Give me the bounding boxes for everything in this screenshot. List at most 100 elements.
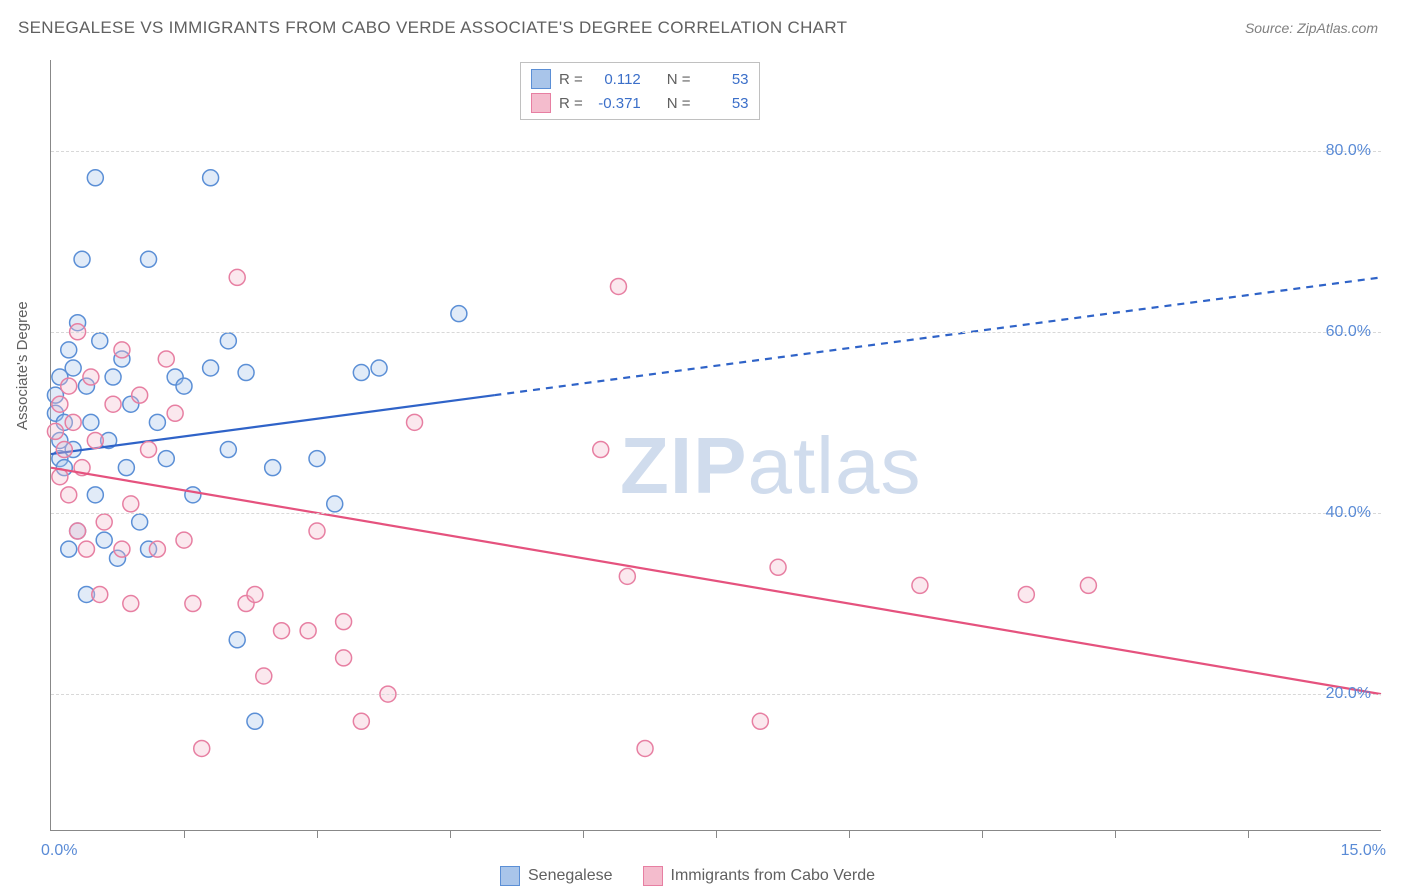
x-tick (982, 830, 983, 838)
data-point (229, 632, 245, 648)
x-label-min: 0.0% (41, 842, 77, 860)
data-point (61, 378, 77, 394)
data-point (74, 251, 90, 267)
data-point (274, 623, 290, 639)
data-point (407, 414, 423, 430)
data-point (61, 342, 77, 358)
x-tick (317, 830, 318, 838)
stats-row-series-1: R = 0.112 N = 53 (531, 67, 749, 91)
data-point (123, 596, 139, 612)
swatch-series-2 (531, 93, 551, 113)
trend-line (51, 468, 1381, 694)
data-point (353, 365, 369, 381)
data-point (141, 251, 157, 267)
series-legend: Senegalese Immigrants from Cabo Verde (500, 866, 875, 886)
n-value-1: 53 (699, 71, 749, 88)
x-tick (1115, 830, 1116, 838)
legend-swatch-2 (643, 866, 663, 886)
data-point (247, 713, 263, 729)
chart-plot-area: 20.0%40.0%60.0%80.0%0.0%15.0% (50, 60, 1381, 831)
n-value-2: 53 (699, 95, 749, 112)
data-point (65, 360, 81, 376)
data-point (149, 414, 165, 430)
data-point (114, 541, 130, 557)
legend-item-2: Immigrants from Cabo Verde (643, 866, 876, 886)
trend-line-extrapolated (494, 277, 1381, 395)
legend-item-1: Senegalese (500, 866, 613, 886)
data-point (176, 532, 192, 548)
x-tick (1248, 830, 1249, 838)
data-point (92, 586, 108, 602)
data-point (65, 414, 81, 430)
stats-row-series-2: R = -0.371 N = 53 (531, 91, 749, 115)
legend-swatch-1 (500, 866, 520, 886)
data-point (336, 650, 352, 666)
data-point (105, 369, 121, 385)
r-value-1: 0.112 (591, 71, 641, 88)
data-point (238, 365, 254, 381)
stats-legend: R = 0.112 N = 53 R = -0.371 N = 53 (520, 62, 760, 120)
data-point (123, 496, 139, 512)
data-point (141, 442, 157, 458)
data-point (167, 405, 183, 421)
data-point (752, 713, 768, 729)
data-point (247, 586, 263, 602)
data-point (309, 451, 325, 467)
x-tick (184, 830, 185, 838)
y-tick-label: 80.0% (1326, 142, 1371, 160)
data-point (451, 306, 467, 322)
x-label-max: 15.0% (1341, 842, 1386, 860)
source-label: Source: ZipAtlas.com (1245, 20, 1378, 36)
data-point (309, 523, 325, 539)
data-point (371, 360, 387, 376)
grid-line (51, 332, 1381, 333)
y-tick-label: 60.0% (1326, 323, 1371, 341)
data-point (61, 541, 77, 557)
data-point (78, 541, 94, 557)
data-point (149, 541, 165, 557)
swatch-series-1 (531, 69, 551, 89)
data-point (132, 387, 148, 403)
data-point (593, 442, 609, 458)
data-point (912, 577, 928, 593)
data-point (1080, 577, 1096, 593)
grid-line (51, 694, 1381, 695)
data-point (70, 523, 86, 539)
n-label: N = (667, 95, 691, 112)
data-point (87, 170, 103, 186)
legend-label-1: Senegalese (528, 867, 613, 885)
data-point (92, 333, 108, 349)
legend-label-2: Immigrants from Cabo Verde (671, 867, 876, 885)
data-point (353, 713, 369, 729)
data-point (619, 568, 635, 584)
data-point (96, 514, 112, 530)
data-point (203, 170, 219, 186)
data-point (265, 460, 281, 476)
data-point (220, 442, 236, 458)
data-point (56, 442, 72, 458)
chart-title: SENEGALESE VS IMMIGRANTS FROM CABO VERDE… (18, 18, 847, 38)
data-point (229, 269, 245, 285)
data-point (132, 514, 148, 530)
y-axis-title: Associate's Degree (14, 301, 31, 430)
data-point (114, 342, 130, 358)
data-point (336, 614, 352, 630)
x-tick (849, 830, 850, 838)
r-label: R = (559, 95, 583, 112)
y-tick-label: 40.0% (1326, 504, 1371, 522)
n-label: N = (667, 71, 691, 88)
x-tick (716, 830, 717, 838)
data-point (194, 740, 210, 756)
x-tick (450, 830, 451, 838)
data-point (220, 333, 236, 349)
r-value-2: -0.371 (591, 95, 641, 112)
grid-line (51, 513, 1381, 514)
data-point (185, 487, 201, 503)
data-point (327, 496, 343, 512)
data-point (176, 378, 192, 394)
data-point (105, 396, 121, 412)
chart-svg (51, 60, 1381, 830)
data-point (610, 278, 626, 294)
data-point (256, 668, 272, 684)
data-point (118, 460, 134, 476)
